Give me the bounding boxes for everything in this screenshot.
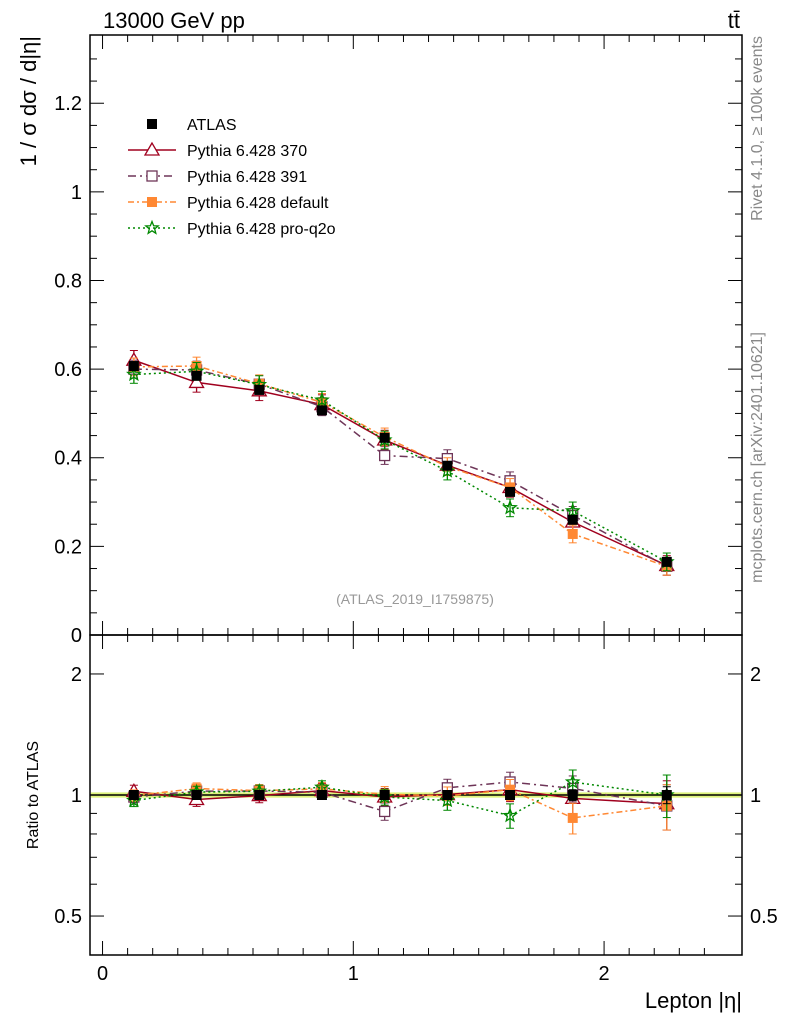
ratio-y-axis-label: Ratio to ATLAS [25, 741, 42, 849]
legend-label: Pythia 6.428 default [187, 195, 329, 212]
title-right: tt̄ [728, 8, 740, 33]
ratio-tick-label-right: 1 [750, 785, 761, 807]
ratio-tick-label: 2 [71, 664, 82, 686]
legend-item: Pythia 6.428 pro-q2o [128, 219, 336, 238]
series-line [133, 365, 668, 568]
data-point [502, 499, 518, 515]
side-text-mcplots: mcplots.cern.ch [arXiv:2401.10621] [749, 332, 766, 583]
series-line [133, 359, 668, 567]
ratio-point [254, 790, 265, 800]
ratio-line [133, 781, 667, 817]
y-axis-label: 1 / σ dσ / d|η| [16, 36, 41, 166]
ratio-point [128, 790, 139, 800]
series-atlas [128, 361, 672, 805]
ratio-point [316, 790, 327, 800]
y-tick-label: 0.8 [54, 270, 82, 292]
ratio-point [442, 790, 453, 800]
legend-item: Pythia 6.428 370 [128, 141, 307, 160]
series-line [133, 368, 668, 567]
legend-label: Pythia 6.428 pro-q2o [187, 221, 336, 238]
y-tick-label: 0.4 [54, 448, 82, 470]
legend-marker [146, 170, 158, 182]
side-text-rivet: Rivet 4.1.0, ≥ 100k events [749, 36, 766, 221]
legend-item: Pythia 6.428 default [128, 195, 329, 212]
x-axis-label: Lepton |η| [645, 988, 742, 1013]
data-point [191, 370, 202, 381]
y-tick-label: 0.6 [54, 359, 82, 381]
data-point [314, 391, 330, 407]
data-point [316, 405, 327, 416]
legend-marker [147, 197, 157, 207]
ratio-point [505, 784, 516, 795]
ratio-point [564, 773, 581, 789]
y-tick-label: 0.2 [54, 536, 82, 558]
data-point [442, 460, 453, 471]
ratio-point [661, 790, 672, 800]
data-point [128, 361, 139, 372]
title-left: 13000 GeV pp [103, 8, 245, 33]
data-point [567, 514, 578, 525]
data-point [188, 374, 205, 389]
legend-marker [144, 219, 160, 235]
legend-marker [143, 141, 161, 156]
data-point [567, 528, 578, 539]
ratio-point [505, 790, 516, 800]
data-point [661, 556, 672, 567]
legend-item: Pythia 6.428 391 [128, 169, 307, 186]
data-point [125, 366, 142, 382]
ratio-tick-label: 1 [71, 785, 82, 807]
x-tick-label: 0 [97, 963, 108, 985]
ratio-tick-label-right: 2 [750, 664, 761, 686]
ratio-point [567, 812, 578, 823]
y-tick-label: 0 [71, 625, 82, 647]
ratio-point [502, 807, 518, 823]
ratio-point [191, 790, 202, 800]
legend-label: Pythia 6.428 370 [187, 143, 307, 160]
legend-label: Pythia 6.428 391 [187, 169, 307, 186]
y-tick-label: 1.2 [54, 93, 82, 115]
legend-item: ATLAS [147, 117, 237, 134]
data-point [564, 502, 581, 518]
y-tick-label: 1 [71, 182, 82, 204]
ratio-tick-label: 0.5 [54, 906, 82, 928]
data-point [379, 432, 390, 443]
legend-label: ATLAS [187, 117, 237, 134]
ratio-point [379, 790, 390, 800]
data-point [379, 449, 391, 462]
ratio-line [133, 787, 667, 819]
ratio-point [567, 790, 578, 800]
x-tick-label: 1 [348, 963, 359, 985]
data-point [505, 486, 516, 497]
series-line [133, 370, 668, 563]
watermark: (ATLAS_2019_I1759875) [336, 591, 494, 607]
data-point [254, 384, 265, 395]
ratio-point [379, 805, 391, 818]
x-tick-label: 2 [599, 963, 610, 985]
legend-marker [147, 119, 157, 129]
ratio-tick-label-right: 0.5 [750, 906, 778, 928]
